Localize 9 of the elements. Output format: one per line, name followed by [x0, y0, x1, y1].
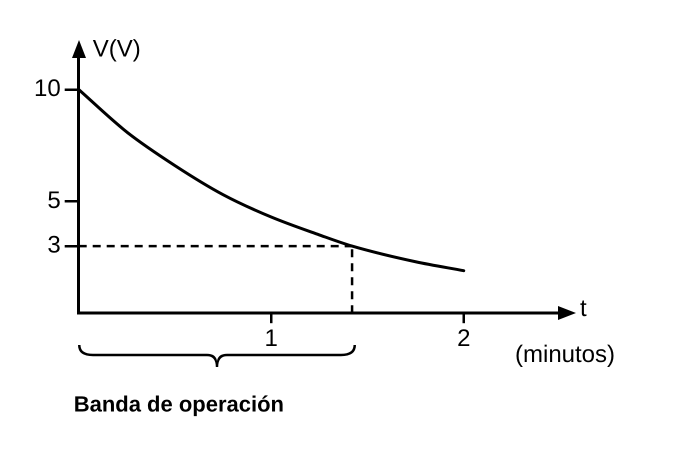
text: (minutos)	[515, 340, 616, 368]
y-axis-title: V(V)	[92, 36, 141, 63]
x-tick-label: 1	[264, 325, 278, 352]
y-tick-label: 10	[34, 75, 61, 102]
y-tick-label: 5	[47, 187, 61, 214]
x-tick-label: 2	[457, 325, 470, 352]
text: Banda de operación	[74, 391, 284, 416]
y-tick-label: 3	[47, 232, 61, 259]
x-axis-title: t	[580, 294, 587, 322]
